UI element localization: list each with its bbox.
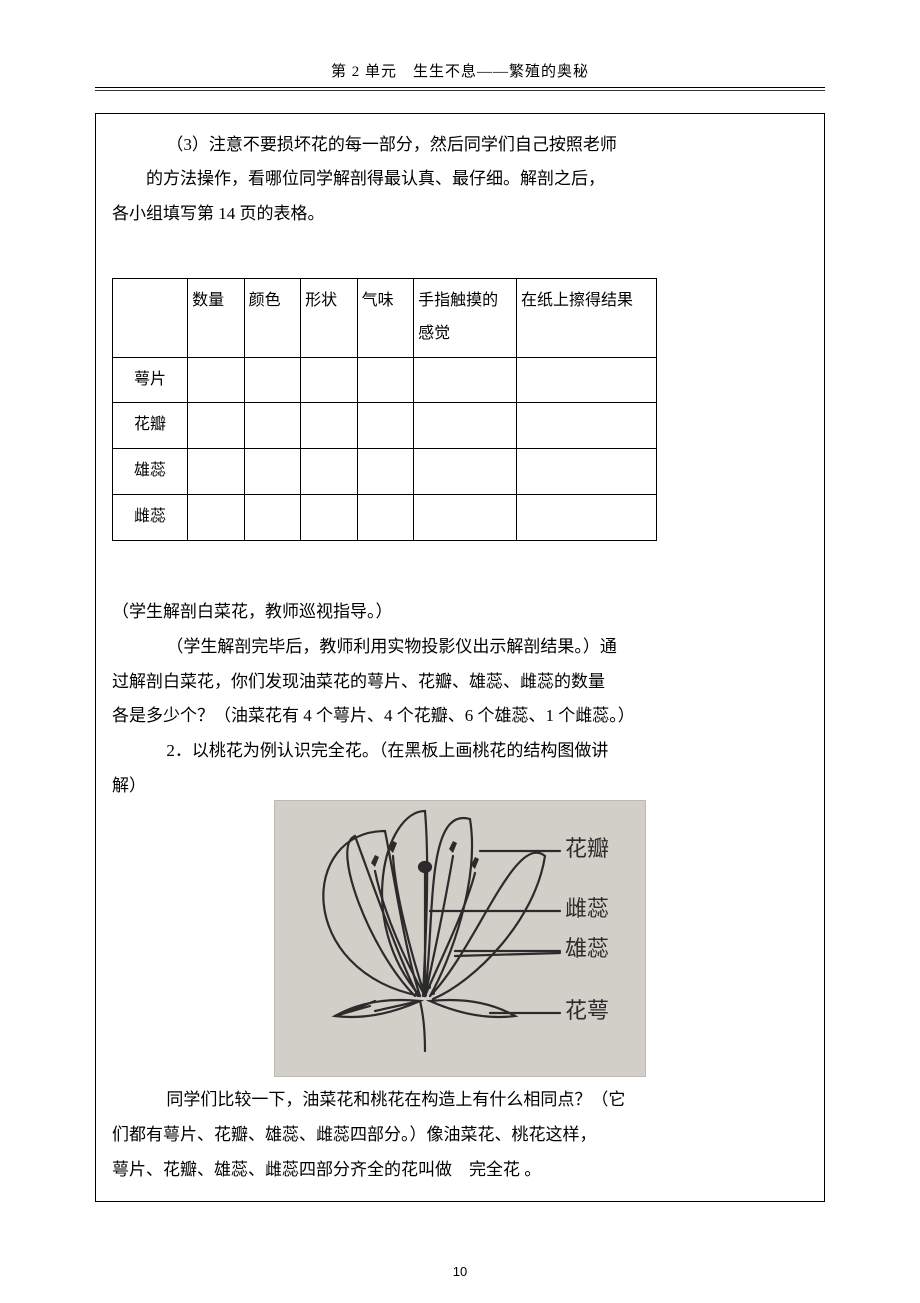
cell [517, 495, 657, 541]
row-label: 雄蕊 [113, 449, 188, 495]
cell [188, 357, 245, 403]
table-header-color: 颜色 [244, 279, 301, 358]
cell [517, 449, 657, 495]
content-frame: （3）注意不要损坏花的每一部分，然后同学们自己按照老师 的方法操作，看哪位同学解… [95, 113, 825, 1203]
page-number: 10 [0, 1264, 920, 1279]
table-header-rub: 在纸上擦得结果 [517, 279, 657, 358]
table-header-smell: 气味 [357, 279, 414, 358]
cell [301, 357, 358, 403]
cell [188, 403, 245, 449]
para-5-line-1: 同学们比较一下，油菜花和桃花在构造上有什么相同点？（它 [112, 1083, 808, 1118]
table-header-shape: 形状 [301, 279, 358, 358]
cell [244, 449, 301, 495]
observation-table: 数量 颜色 形状 气味 手指触摸的感觉 在纸上擦得结果 萼片 花瓣 [112, 278, 657, 541]
para-1-line-2: 的方法操作，看哪位同学解剖得最认真、最仔细。解剖之后， [112, 162, 808, 197]
para-2-line-1: （学生解剖白菜花，教师巡视指导。） [112, 595, 808, 630]
cell [414, 495, 517, 541]
cell [244, 495, 301, 541]
cell [357, 495, 414, 541]
cell [357, 403, 414, 449]
flower-diagram: 花瓣 雌蕊 雄蕊 花萼 [274, 800, 646, 1077]
table-header-touch: 手指触摸的感觉 [414, 279, 517, 358]
diagram-label-petal: 花瓣 [565, 839, 609, 861]
cell [414, 403, 517, 449]
row-label: 萼片 [113, 357, 188, 403]
cell [357, 357, 414, 403]
cell [244, 357, 301, 403]
para-3-line-2: 过解剖白菜花，你们发现油菜花的萼片、花瓣、雄蕊、雌蕊的数量 [112, 665, 808, 700]
para-1-line-3: 各小组填写第 14 页的表格。 [112, 197, 808, 232]
cell [188, 449, 245, 495]
spacer [112, 547, 808, 571]
page-root: 第 2 单元 生生不息——繁殖的奥秘 （3）注意不要损坏花的每一部分，然后同学们… [0, 0, 920, 1303]
diagram-wrap: 花瓣 雌蕊 雄蕊 花萼 [112, 800, 808, 1077]
cell [301, 495, 358, 541]
spacer [112, 571, 808, 595]
table-header-blank [113, 279, 188, 358]
para-4-line-1: 2．以桃花为例认识完全花。（在黑板上画桃花的结构图做讲 [112, 734, 808, 769]
diagram-label-stamen: 雄蕊 [565, 939, 609, 961]
cell [414, 357, 517, 403]
table-row: 花瓣 [113, 403, 657, 449]
cell [517, 357, 657, 403]
cell [244, 403, 301, 449]
para-5-line-3: 萼片、花瓣、雄蕊、雌蕊四部分齐全的花叫做 完全花 。 [112, 1153, 808, 1188]
cell [357, 449, 414, 495]
para-3-line-1: （学生解剖完毕后，教师利用实物投影仪出示解剖结果。）通 [112, 630, 808, 665]
para-5-line-2: 们都有萼片、花瓣、雄蕊、雌蕊四部分。）像油菜花、桃花这样， [112, 1118, 808, 1153]
page-header: 第 2 单元 生生不息——繁殖的奥秘 [95, 60, 825, 81]
table-header-row: 数量 颜色 形状 气味 手指触摸的感觉 在纸上擦得结果 [113, 279, 657, 358]
cell [414, 449, 517, 495]
table-row: 雌蕊 [113, 495, 657, 541]
cell [188, 495, 245, 541]
row-label: 雌蕊 [113, 495, 188, 541]
para-1-line-1: （3）注意不要损坏花的每一部分，然后同学们自己按照老师 [112, 128, 808, 163]
table-row: 雄蕊 [113, 449, 657, 495]
row-label: 花瓣 [113, 403, 188, 449]
para-3-line-3: 各是多少个？（油菜花有 4 个萼片、4 个花瓣、6 个雄蕊、1 个雌蕊。） [112, 699, 808, 734]
header-rule-top [95, 87, 825, 88]
para-4-line-2: 解） [112, 769, 808, 804]
table-header-qty: 数量 [188, 279, 245, 358]
diagram-label-pistil: 雌蕊 [565, 899, 609, 921]
cell [301, 449, 358, 495]
table-row: 萼片 [113, 357, 657, 403]
cell [517, 403, 657, 449]
header-rule-bottom [95, 90, 825, 91]
cell [301, 403, 358, 449]
diagram-label-sepal: 花萼 [565, 1001, 609, 1023]
spacer [112, 232, 808, 256]
